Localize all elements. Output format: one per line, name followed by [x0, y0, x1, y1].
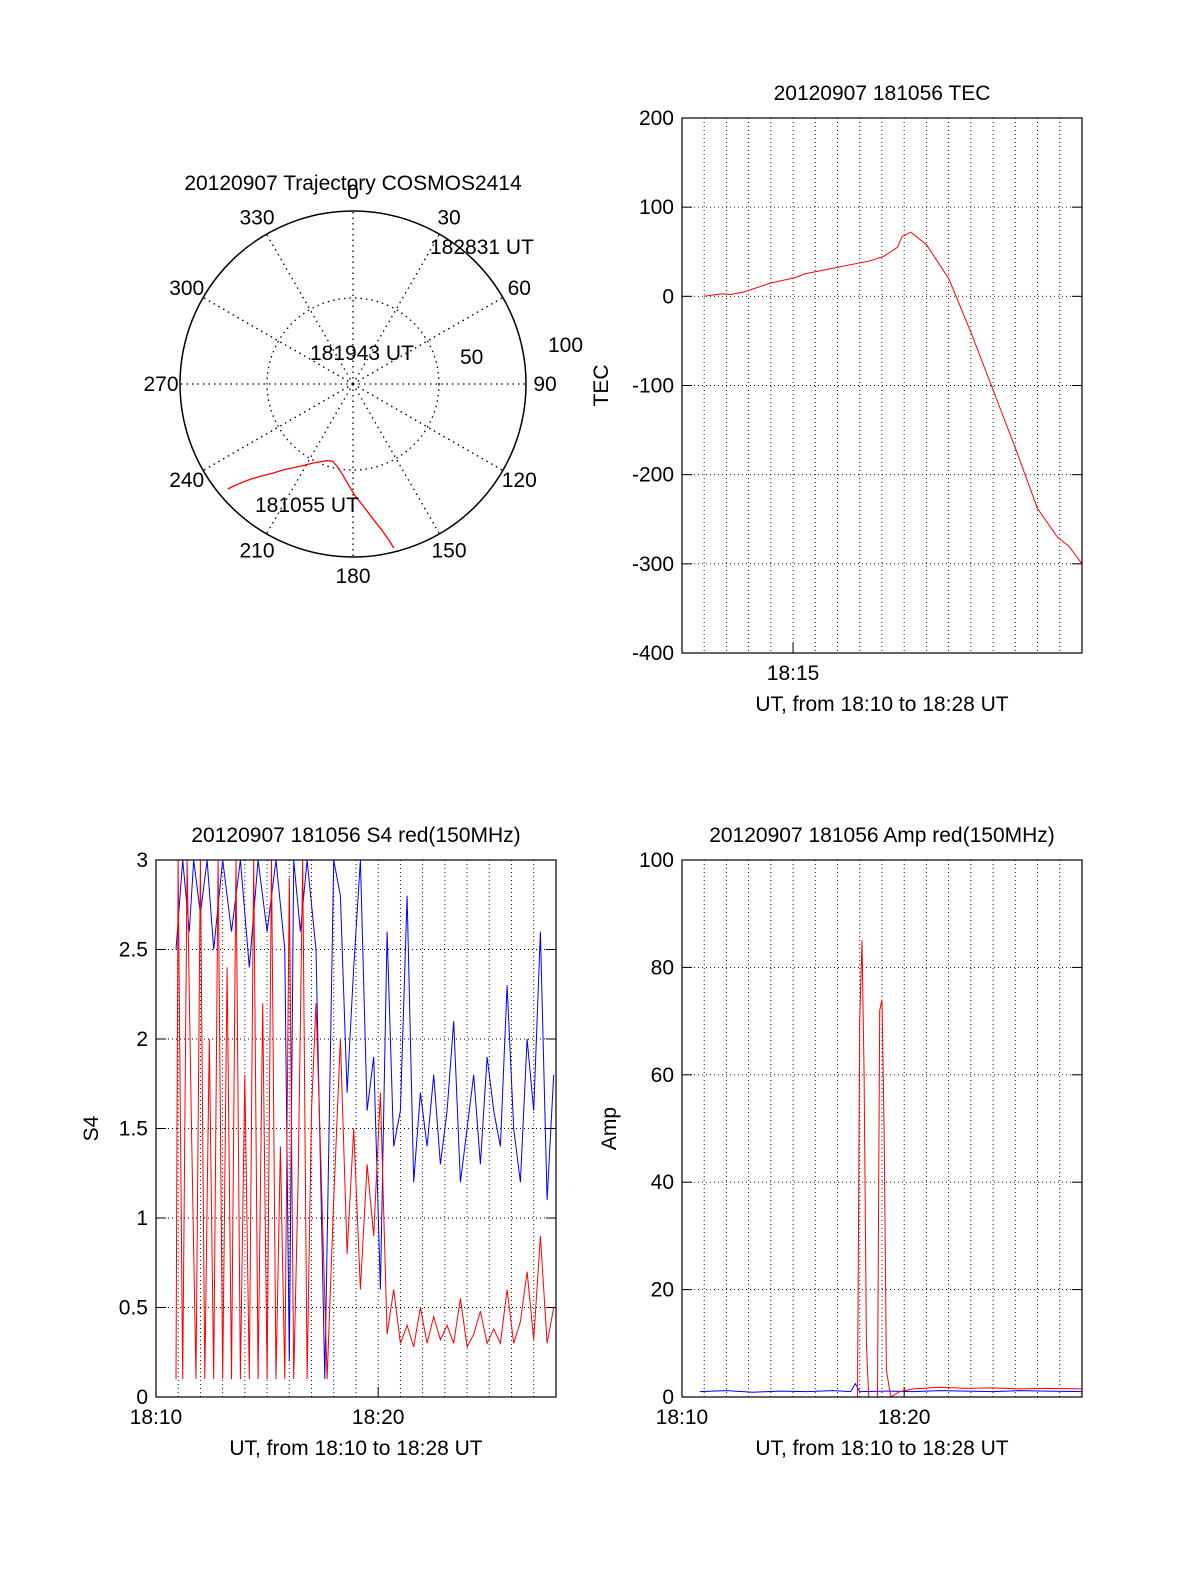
s4-title: 20120907 181056 S4 red(150MHz) [191, 824, 520, 847]
amp-ylabel: Amp [598, 1107, 621, 1150]
amp-panel: 20120907 181056 Amp red(150MHz) 100 80 60 40… [598, 824, 1083, 1460]
s4-ytick-label: 0 [136, 1386, 148, 1409]
amp-xtick-label: 18:20 [878, 1406, 931, 1429]
amp-ytick-label: 20 [651, 1279, 674, 1302]
s4-ytick-label: 1.5 [119, 1118, 148, 1141]
tec-title: 20120907 181056 TEC [774, 82, 991, 105]
polar-mid-label: 181943 UT [310, 342, 414, 365]
polar-spoke-300 [202, 296, 354, 385]
amp-series-1 [857, 940, 1083, 1398]
polar-spoke-240 [202, 383, 354, 472]
polar-start-label: 181055 UT [255, 494, 359, 517]
polar-azimuth-label-240: 240 [169, 469, 204, 492]
amp-frame [681, 859, 1083, 1398]
amp-title: 20120907 181056 Amp red(150MHz) [709, 824, 1055, 847]
tec-ytick-label: 100 [639, 196, 674, 219]
s4-ytick-label: 1 [136, 1207, 148, 1230]
polar-trajectory-line [227, 460, 395, 549]
amp-series-0 [699, 1382, 1083, 1393]
s4-xlabel: UT, from 18:10 to 18:28 UT [229, 1437, 482, 1460]
s4-xtick-label: 18:10 [130, 1406, 183, 1429]
tec-ytick-label: 200 [639, 107, 674, 130]
polar-azimuth-label-300: 300 [169, 277, 204, 300]
amp-ytick-label: 80 [651, 956, 674, 979]
tec-xtick-label: 18:15 [767, 662, 820, 685]
polar-outer-circle [179, 210, 527, 558]
tec-xlabel: UT, from 18:10 to 18:28 UT [755, 693, 1008, 716]
s4-ytick-label: 2.5 [119, 939, 148, 962]
s4-ytick-label: 0.5 [119, 1297, 148, 1320]
s4-xtick-label: 18:20 [352, 1406, 405, 1429]
polar-spoke-210 [265, 383, 354, 535]
polar-spoke-60 [352, 296, 504, 385]
polar-spokes [180, 211, 526, 557]
polar-title: 20120907 Trajectory COSMOS2414 [184, 172, 522, 195]
tec-panel: 20120907 181056 TEC 200 100 0 -100 -200 -300 -4… [590, 82, 1083, 716]
polar-azimuth-label-30: 30 [437, 207, 460, 230]
tec-ylabel: TEC [590, 365, 613, 407]
amp-ytick-label: 40 [651, 1171, 674, 1194]
polar-azimuth-label-210: 210 [239, 539, 274, 562]
polar-trajectory-plot: 20120907 Trajectory COSMOS2414 0 30 60 90 12… [143, 172, 583, 588]
polar-spoke-30 [352, 233, 441, 385]
tec-ytick-label: -200 [632, 464, 674, 487]
polar-azimuth-label-0: 0 [347, 181, 359, 204]
polar-end-label: 182831 UT [430, 236, 534, 259]
s4-ylabel: S4 [80, 1115, 103, 1141]
tec-ytick-label: -100 [632, 375, 674, 398]
polar-spoke-330 [265, 233, 354, 385]
s4-ytick-label: 3 [136, 849, 148, 872]
polar-azimuth-label-270: 270 [143, 373, 178, 396]
polar-azimuth-label-90: 90 [533, 373, 556, 396]
polar-azimuth-label-120: 120 [502, 469, 537, 492]
amp-ytick-label: 100 [639, 849, 674, 872]
polar-azimuth-label-60: 60 [508, 277, 531, 300]
amp-ytick-label: 0 [662, 1386, 674, 1409]
amp-ytick-label: 60 [651, 1064, 674, 1087]
polar-azimuth-labels: 0 30 60 90 120 150 180 210 240 270 300 330 [143, 181, 556, 588]
s4-series-1 [175, 859, 555, 1380]
polar-azimuth-label-180: 180 [335, 565, 370, 588]
tec-series-0 [704, 231, 1083, 565]
polar-elev-label-100: 100 [548, 334, 583, 357]
tec-ytick-label: 0 [662, 285, 674, 308]
amp-xtick-label: 18:10 [656, 1406, 709, 1429]
amp-xlabel: UT, from 18:10 to 18:28 UT [755, 1437, 1008, 1460]
tec-frame [681, 117, 1083, 654]
s4-panel: 20120907 181056 S4 red(150MHz) 3 2.5 2 1.5 1 0… [80, 824, 557, 1460]
tec-ytick-label: -400 [632, 642, 674, 665]
polar-spoke-150 [352, 383, 441, 535]
polar-elev-label-50: 50 [460, 346, 483, 369]
polar-azimuth-label-150: 150 [431, 539, 466, 562]
polar-spoke-120 [352, 383, 504, 472]
polar-azimuth-label-330: 330 [239, 207, 274, 230]
s4-ytick-label: 2 [136, 1028, 148, 1051]
tec-ytick-label: -300 [632, 553, 674, 576]
polar-elevation-circle [266, 297, 440, 471]
s4-frame [155, 859, 557, 1398]
